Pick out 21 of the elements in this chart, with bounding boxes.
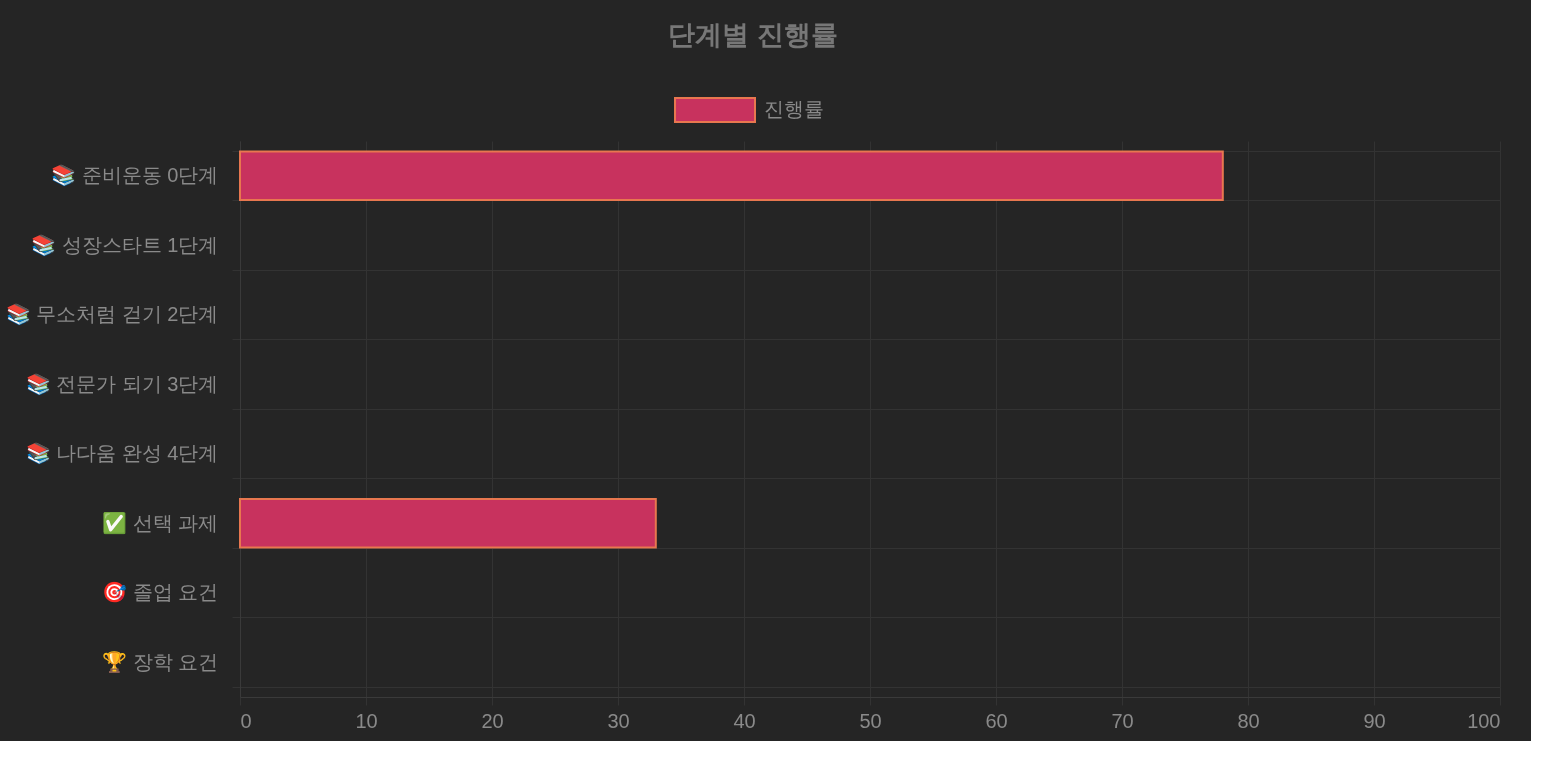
y-tick-label: 📚 나다움 완성 4단계 — [25, 442, 219, 466]
x-tick-label: 40 — [733, 709, 756, 732]
y-tick-label: 📚 무소처럼 걷기 2단계 — [5, 303, 219, 327]
y-tick-label: 📚 준비운동 0단계 — [51, 164, 219, 188]
x-tick-label: 100 — [1467, 709, 1501, 732]
y-tick-label: 📚 전문가 되기 3단계 — [25, 372, 219, 396]
y-tick-label: ✅ 선택 과제 — [102, 510, 219, 535]
x-tick-label: 50 — [859, 709, 882, 732]
x-tick-label: 20 — [481, 709, 504, 732]
x-tick-label: 10 — [355, 709, 378, 732]
x-tick-label: 90 — [1363, 709, 1386, 732]
x-tick-label: 60 — [985, 709, 1008, 732]
y-tick-label: 📚 성장스타트 1단계 — [31, 233, 219, 257]
x-tick-label: 0 — [240, 709, 252, 732]
x-tick-label: 70 — [1111, 709, 1134, 732]
y-tick-label: 🎯 졸업 요건 — [102, 581, 219, 604]
x-tick-label: 80 — [1237, 709, 1260, 732]
legend-label: 진행률 — [764, 98, 824, 120]
chart-title: 단계별 진행률 — [668, 20, 838, 50]
x-tick-label: 30 — [607, 709, 630, 732]
y-tick-label: 🏆 장학 요건 — [102, 649, 219, 674]
